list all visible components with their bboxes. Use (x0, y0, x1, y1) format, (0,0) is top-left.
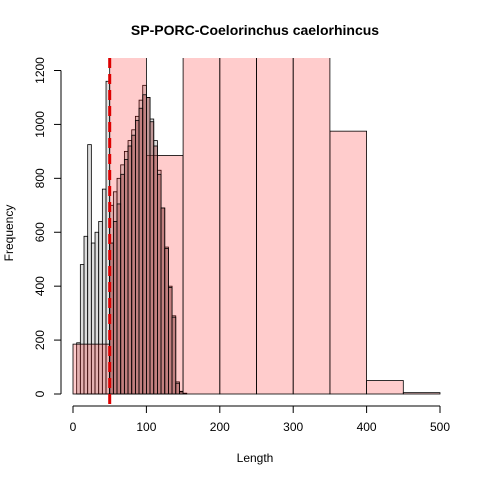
histogram-bar-series3-bin5 (123, 159, 129, 395)
histogram-bar-series2-bin6 (256, 58, 294, 395)
x-tick-label: 500 (430, 420, 450, 434)
histogram-bar-series3-bin9 (138, 107, 144, 395)
x-axis-label: Length (237, 451, 274, 465)
x-tick-label: 300 (283, 420, 303, 434)
histogram-bar-series2-bin1 (72, 343, 111, 395)
histogram-bar-series3-bin2 (112, 221, 118, 395)
y-tick-label: 1200 (33, 57, 47, 84)
x-tick-label: 0 (70, 420, 77, 434)
y-axis-label: Frequency (2, 205, 16, 262)
histogram-bar-series3-bin17 (168, 287, 173, 395)
histogram-bar-series2-bin10 (402, 392, 441, 395)
bars-layer (72, 58, 441, 395)
histogram-bar-series3-bin8 (134, 119, 140, 395)
histogram-bar-series3-bin14 (157, 173, 162, 395)
histogram-bar-series2-bin8 (329, 130, 367, 395)
histogram-bar-series3-bin12 (149, 121, 155, 395)
y-tick-label: 600 (33, 222, 47, 242)
y-tick-label: 400 (33, 276, 47, 296)
histogram-bar-series3-bin15 (160, 207, 166, 395)
histogram-bar-series3-bin18 (171, 316, 177, 395)
x-axis: 0 100 200 300 400 500 (70, 405, 450, 434)
histogram-bar-series3-bin7 (131, 134, 136, 395)
y-tick-label: 200 (33, 330, 47, 350)
y-tick-label: 1000 (33, 111, 47, 138)
y-tick-label: 800 (33, 168, 47, 188)
histogram-bar-series2-bin4 (182, 58, 221, 395)
x-tick-label: 100 (136, 420, 156, 434)
histogram-bar-series3-bin11 (145, 97, 151, 395)
x-tick-label: 400 (357, 420, 377, 434)
histogram-bar-series3-bin3 (116, 203, 122, 395)
y-tick-label: 0 (33, 390, 47, 397)
x-tick-label: 200 (210, 420, 230, 434)
histogram-bar-series2-bin9 (366, 380, 404, 395)
histogram-bar-series3-bin6 (127, 145, 133, 395)
histogram-bar-series3-bin16 (164, 248, 169, 395)
histogram-bar-series3-bin20 (179, 391, 184, 395)
histogram-bar-series3-bin10 (142, 94, 147, 395)
histogram-bar-series2-bin7 (292, 58, 331, 395)
histogram-bar-series3-bin4 (120, 173, 125, 395)
histogram-bar-series3-bin19 (175, 382, 180, 395)
histogram-bar-series2-bin5 (219, 58, 257, 395)
histogram-bar-series3-bin13 (153, 145, 158, 395)
y-axis: 0 200 400 600 800 1000 1200 (33, 57, 62, 397)
chart-title: SP-PORC-Coelorinchus caelorhincus (131, 22, 379, 38)
